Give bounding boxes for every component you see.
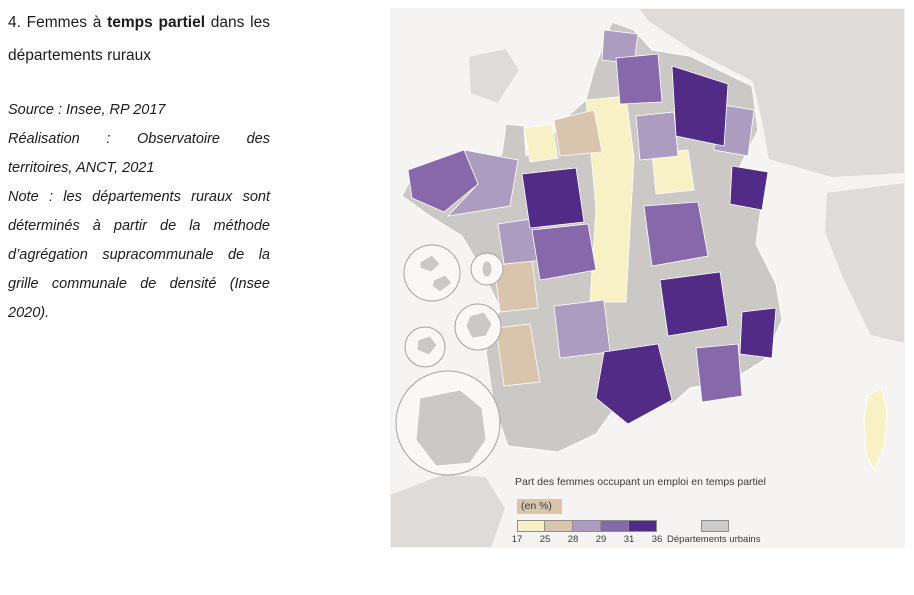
legend-color-ramp — [517, 520, 657, 532]
neighbor-countries — [390, 8, 905, 548]
legend-break-value: 29 — [595, 534, 607, 545]
legend-unit-label: (en %) — [517, 499, 562, 514]
legend-break-value: 36 — [651, 534, 663, 545]
legend-swatch-class-3 — [573, 520, 601, 532]
source-note: Source : Insee, RP 2017 — [8, 102, 166, 118]
department-region — [643, 201, 709, 267]
legend-break-value: 25 — [539, 534, 551, 545]
overseas-territory-shape — [465, 311, 493, 339]
map-class-4-regions — [407, 53, 743, 403]
department-region — [729, 165, 769, 211]
legend-swatch-class-5 — [629, 520, 657, 532]
france-choropleth-map — [390, 8, 905, 548]
department-region — [521, 167, 585, 229]
figure-title: 4. Femmes à temps partiel dans les dépar… — [8, 6, 270, 72]
legend-swatch-class-1 — [517, 520, 545, 532]
map-class-1-regions — [523, 95, 888, 471]
department-region — [553, 109, 603, 157]
department-region — [553, 299, 611, 359]
department-region — [407, 149, 479, 213]
northeast-landmass — [636, 8, 905, 180]
legend-urban-label: Départements urbains — [667, 534, 761, 545]
department-region — [531, 223, 597, 281]
corsica-region — [863, 387, 888, 471]
department-region — [595, 343, 673, 425]
legend-urban-swatch — [701, 520, 729, 532]
department-region — [523, 123, 559, 163]
legend-break-value: 28 — [567, 534, 579, 545]
map-class-3-regions — [446, 29, 755, 359]
legend-break-labels: 17 25 28 29 31 36 — [512, 534, 663, 546]
department-region — [739, 307, 777, 359]
legend-swatch-class-2 — [545, 520, 573, 532]
map-legend: Part des femmes occupant un emploi en te… — [512, 474, 825, 548]
department-region — [615, 53, 663, 105]
england-landmass — [466, 46, 522, 106]
figure-title-suffix: dans les départements ruraux — [8, 14, 270, 64]
map-class-2-regions — [493, 109, 603, 387]
map-panel: Part des femmes occupant un emploi en te… — [390, 8, 905, 548]
overseas-territory-shape — [416, 335, 438, 356]
department-region — [659, 271, 729, 337]
figure-caption: 4. Femmes à temps partiel dans les dépar… — [8, 6, 270, 328]
legend-swatch-class-4 — [601, 520, 629, 532]
figure-title-prefix: 4. Femmes à — [8, 14, 108, 31]
method-note: Note : les départements ruraux sont déte… — [8, 189, 270, 321]
overseas-territory-shape — [415, 389, 487, 467]
overseas-territory-shape — [431, 274, 453, 293]
overseas-territory-shape — [419, 254, 441, 273]
department-region — [695, 343, 743, 403]
map-class-5-regions — [521, 65, 777, 425]
department-region — [671, 65, 729, 147]
legend-break-value: 17 — [511, 534, 523, 545]
department-region — [495, 323, 541, 387]
overseas-territories — [415, 254, 493, 467]
department-region — [635, 111, 679, 161]
italy-landmass — [822, 180, 905, 346]
figure-title-bold: temps partiel — [107, 14, 206, 31]
legend-title: Part des femmes occupant un emploi en te… — [515, 476, 766, 488]
overseas-territory-shape — [481, 260, 493, 278]
inset-circle — [403, 244, 461, 302]
realisation-note: Réalisation : Observatoire des territoir… — [8, 131, 270, 176]
legend-break-value: 31 — [623, 534, 635, 545]
